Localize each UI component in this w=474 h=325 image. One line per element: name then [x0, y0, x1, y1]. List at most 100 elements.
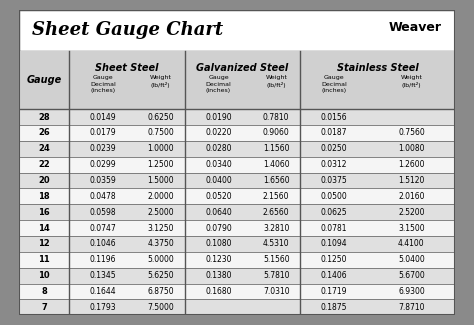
Text: 5.0000: 5.0000 — [147, 255, 174, 264]
Text: 28: 28 — [38, 112, 50, 122]
Bar — [19, 173, 455, 188]
Text: 0.7500: 0.7500 — [147, 128, 174, 137]
Text: Weight
(lb/ft²): Weight (lb/ft²) — [150, 75, 172, 88]
Text: 16: 16 — [38, 208, 50, 217]
Text: 11: 11 — [38, 255, 50, 264]
Text: 7.5000: 7.5000 — [147, 303, 174, 312]
Text: 0.1875: 0.1875 — [321, 303, 347, 312]
Text: 6.9300: 6.9300 — [398, 287, 425, 296]
Text: 0.1196: 0.1196 — [90, 255, 116, 264]
Text: 0.0239: 0.0239 — [90, 144, 116, 153]
Text: 0.1380: 0.1380 — [205, 271, 232, 280]
Text: 0.1793: 0.1793 — [90, 303, 116, 312]
Text: 20: 20 — [38, 176, 50, 185]
Text: 2.1560: 2.1560 — [263, 192, 290, 201]
Text: 0.0340: 0.0340 — [205, 160, 232, 169]
Text: 0.0625: 0.0625 — [321, 208, 347, 217]
Text: 1.0000: 1.0000 — [147, 144, 174, 153]
Bar — [19, 10, 455, 51]
Bar — [19, 141, 455, 157]
Text: 2.5200: 2.5200 — [398, 208, 425, 217]
Text: 1.5120: 1.5120 — [398, 176, 425, 185]
Text: 0.0187: 0.0187 — [321, 128, 347, 137]
Bar — [19, 283, 455, 299]
Bar — [19, 204, 455, 220]
Bar — [19, 220, 455, 236]
Text: 5.1560: 5.1560 — [263, 255, 290, 264]
Text: 1.2500: 1.2500 — [147, 160, 174, 169]
Text: 2.0160: 2.0160 — [398, 192, 425, 201]
Text: 4.3750: 4.3750 — [147, 240, 174, 248]
Bar — [19, 236, 455, 252]
Bar — [19, 51, 455, 109]
Text: 4.5310: 4.5310 — [263, 240, 290, 248]
Text: 6.8750: 6.8750 — [147, 287, 174, 296]
Bar — [19, 157, 455, 173]
Text: 8: 8 — [41, 287, 47, 296]
Text: 0.0220: 0.0220 — [205, 128, 232, 137]
Text: 0.0156: 0.0156 — [321, 112, 347, 122]
Text: 0.0359: 0.0359 — [90, 176, 116, 185]
Text: Stainless Steel: Stainless Steel — [337, 63, 419, 72]
Text: 0.0781: 0.0781 — [321, 224, 347, 233]
Text: Gauge
Decimal
(inches): Gauge Decimal (inches) — [206, 75, 231, 93]
Text: 0.1094: 0.1094 — [321, 240, 347, 248]
Text: 0.1046: 0.1046 — [90, 240, 116, 248]
Text: 7.0310: 7.0310 — [263, 287, 290, 296]
Text: 0.0500: 0.0500 — [320, 192, 347, 201]
Bar — [19, 268, 455, 283]
Bar — [19, 188, 455, 204]
Text: 0.1644: 0.1644 — [90, 287, 116, 296]
Text: 0.0790: 0.0790 — [205, 224, 232, 233]
Text: 2.0000: 2.0000 — [147, 192, 174, 201]
Text: 0.0149: 0.0149 — [90, 112, 116, 122]
Text: 0.0640: 0.0640 — [205, 208, 232, 217]
Text: 0.1250: 0.1250 — [321, 255, 347, 264]
Text: 0.1230: 0.1230 — [205, 255, 232, 264]
Text: 1.4060: 1.4060 — [263, 160, 290, 169]
Text: 0.0598: 0.0598 — [90, 208, 116, 217]
Text: 3.1250: 3.1250 — [147, 224, 174, 233]
Text: 2.5000: 2.5000 — [147, 208, 174, 217]
Bar — [19, 252, 455, 268]
Text: 5.6700: 5.6700 — [398, 271, 425, 280]
Text: 5.6250: 5.6250 — [147, 271, 174, 280]
Text: 5.7810: 5.7810 — [263, 271, 290, 280]
Text: 0.0250: 0.0250 — [321, 144, 347, 153]
Text: 0.1080: 0.1080 — [205, 240, 232, 248]
Text: 0.0299: 0.0299 — [90, 160, 116, 169]
Text: 0.0280: 0.0280 — [205, 144, 232, 153]
Text: 0.0190: 0.0190 — [205, 112, 232, 122]
Bar — [19, 299, 455, 315]
Text: 0.7560: 0.7560 — [398, 128, 425, 137]
Text: 1.2600: 1.2600 — [398, 160, 425, 169]
Text: 0.6250: 0.6250 — [147, 112, 174, 122]
Text: 4.4100: 4.4100 — [398, 240, 425, 248]
Text: 0.0520: 0.0520 — [205, 192, 232, 201]
Text: Weight
(lb/ft²): Weight (lb/ft²) — [265, 75, 287, 88]
Text: 2.6560: 2.6560 — [263, 208, 290, 217]
Text: 0.0747: 0.0747 — [90, 224, 116, 233]
Text: 0.0375: 0.0375 — [320, 176, 347, 185]
Text: 1.6560: 1.6560 — [263, 176, 290, 185]
Text: 5.0400: 5.0400 — [398, 255, 425, 264]
Text: 3.2810: 3.2810 — [263, 224, 290, 233]
Text: 0.7810: 0.7810 — [263, 112, 290, 122]
Text: Gauge
Decimal
(inches): Gauge Decimal (inches) — [321, 75, 347, 93]
Text: 26: 26 — [38, 128, 50, 137]
Text: 7: 7 — [41, 303, 47, 312]
Bar — [19, 125, 455, 141]
Text: 0.0478: 0.0478 — [90, 192, 116, 201]
Text: 0.0179: 0.0179 — [90, 128, 116, 137]
Text: 18: 18 — [38, 192, 50, 201]
Text: 0.9060: 0.9060 — [263, 128, 290, 137]
Text: Weaver: Weaver — [389, 21, 442, 34]
Text: 1.5000: 1.5000 — [147, 176, 174, 185]
Text: Galvanized Steel: Galvanized Steel — [196, 63, 289, 72]
Text: 7.8710: 7.8710 — [398, 303, 425, 312]
Text: 3.1500: 3.1500 — [398, 224, 425, 233]
Text: 22: 22 — [38, 160, 50, 169]
Text: 0.1406: 0.1406 — [321, 271, 347, 280]
Text: 0.1680: 0.1680 — [205, 287, 232, 296]
Text: 10: 10 — [38, 271, 50, 280]
